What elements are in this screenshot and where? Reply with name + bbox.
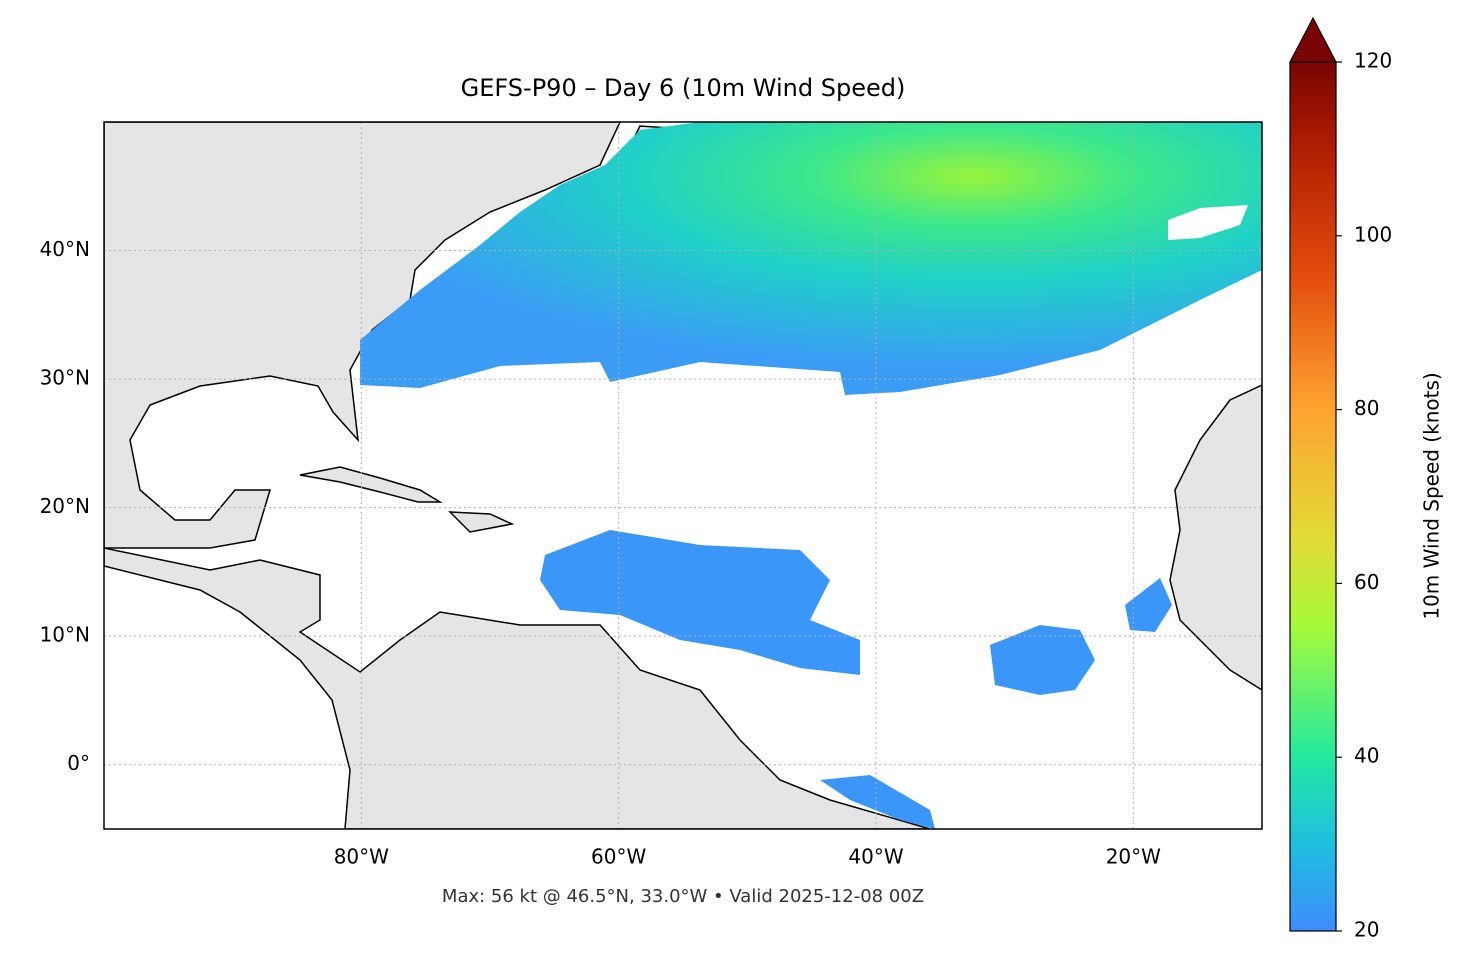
lon-tick-label: 40°W bbox=[848, 845, 903, 869]
lat-tick-label: 30°N bbox=[40, 366, 90, 390]
cuba bbox=[299, 466, 443, 503]
colorbar-extend bbox=[1289, 16, 1337, 63]
colorbar-tick-label: 60 bbox=[1354, 570, 1379, 594]
colorbar-tick-label: 40 bbox=[1354, 744, 1379, 768]
colorbar-tick-label: 80 bbox=[1354, 396, 1379, 420]
wind-field-north bbox=[360, 122, 1262, 395]
colorbar-label: 10m Wind Speed (knots) bbox=[1420, 372, 1444, 619]
wind-field-east bbox=[990, 625, 1095, 695]
lat-tick-label: 40°N bbox=[40, 237, 90, 261]
wind-field-cape-verde bbox=[1125, 578, 1172, 632]
lon-tick-label: 80°W bbox=[334, 845, 389, 869]
wind-field-brazil bbox=[820, 775, 935, 829]
lon-tick-label: 60°W bbox=[591, 845, 646, 869]
hispaniola bbox=[448, 511, 515, 533]
wind-field-tropics bbox=[540, 530, 860, 675]
north-america bbox=[104, 122, 621, 549]
colorbar bbox=[1289, 61, 1337, 932]
wind-field-azores bbox=[1168, 205, 1248, 240]
colorbar-tick-label: 100 bbox=[1354, 222, 1392, 246]
colorbar-tick-label: 20 bbox=[1354, 918, 1379, 942]
africa bbox=[1169, 384, 1262, 691]
lat-tick-label: 20°N bbox=[40, 494, 90, 518]
footer-note: Max: 56 kt @ 46.5°N, 33.0°W • Valid 2025… bbox=[442, 886, 924, 907]
lon-tick-label: 20°W bbox=[1106, 845, 1161, 869]
map-area bbox=[104, 122, 1262, 829]
central-south-america bbox=[104, 547, 931, 829]
map-frame bbox=[103, 121, 1263, 830]
lat-tick-label: 10°N bbox=[40, 623, 90, 647]
lat-tick-label: 0° bbox=[67, 751, 90, 775]
colorbar-tick-label: 120 bbox=[1354, 49, 1392, 73]
map-title: GEFS-P90 – Day 6 (10m Wind Speed) bbox=[461, 74, 906, 102]
